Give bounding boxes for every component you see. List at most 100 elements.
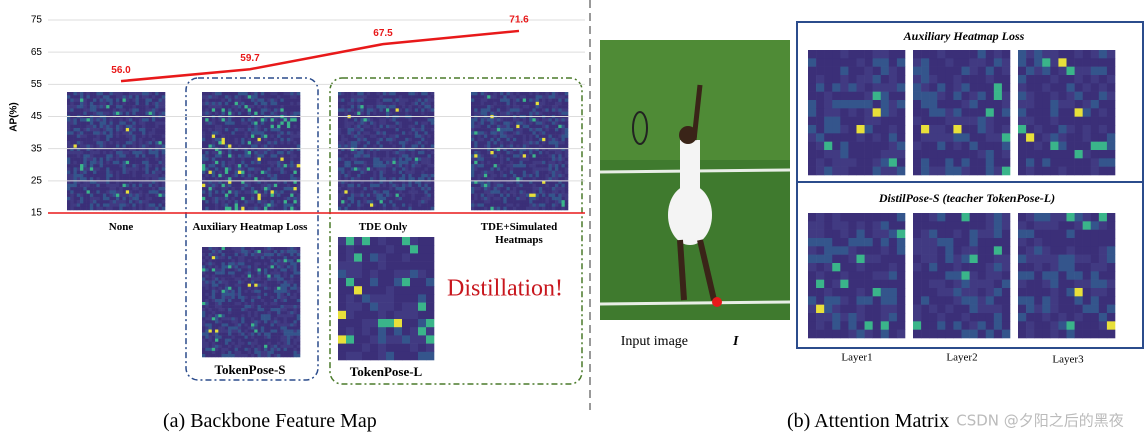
heatmap-cell (202, 105, 206, 109)
heatmap-cell (474, 177, 478, 181)
heatmap-cell (264, 95, 268, 99)
heatmap-cell (86, 131, 91, 135)
heatmap-cell (83, 200, 87, 204)
heatmap-cell (490, 101, 494, 106)
heatmap-cell (158, 203, 163, 208)
heatmap-cell (241, 329, 245, 333)
heatmap-cell (89, 95, 94, 99)
heatmap-cell (490, 147, 494, 152)
heatmap-cell (424, 200, 428, 204)
heatmap-cell (350, 177, 355, 181)
heatmap-cell (211, 338, 216, 343)
heatmap-cell (389, 203, 393, 208)
heatmap-cell (80, 164, 84, 168)
heatmap-cell (218, 95, 222, 99)
heatmap-cell (382, 177, 387, 181)
heatmap-cell (228, 144, 232, 149)
heatmap-cell (430, 147, 435, 152)
heatmap-cell (402, 118, 406, 122)
heatmap-cell (257, 203, 262, 208)
heatmap-cell (506, 108, 511, 112)
heatmap-cell (548, 154, 553, 158)
heatmap-cell (244, 308, 249, 312)
heatmap-cell (430, 137, 435, 142)
heatmap-cell (138, 121, 143, 126)
heatmap-cell (70, 118, 74, 122)
heatmap-cell (129, 196, 133, 201)
heatmap-cell (402, 203, 406, 208)
heatmap-cell (254, 190, 258, 194)
heatmap-cell (260, 111, 265, 116)
heatmap-cell (116, 151, 120, 155)
heatmap-cell (421, 118, 425, 122)
heatmap-cell (532, 193, 536, 198)
heatmap-cell (474, 101, 478, 106)
heatmap-cell (244, 326, 249, 330)
heatmap-cell (244, 302, 249, 306)
heatmap-cell (532, 180, 536, 185)
heatmap-cell (357, 128, 361, 132)
heatmap-cell (221, 206, 226, 211)
heatmap-cell (418, 173, 422, 178)
heatmap-cell (408, 137, 412, 142)
heatmap-cell (211, 320, 216, 324)
heatmap-cell (211, 183, 216, 188)
heatmap-cell (241, 341, 245, 346)
heatmap-cell (228, 320, 232, 324)
heatmap-cell (516, 160, 520, 165)
heatmap-cell (386, 196, 390, 201)
heatmap-cell (430, 193, 435, 198)
heatmap-cell (376, 131, 380, 135)
heatmap-cell (293, 134, 298, 139)
heatmap-cell (506, 141, 511, 145)
heatmap-cell (532, 164, 536, 168)
heatmap-cell (529, 121, 533, 126)
heatmap-cell (293, 131, 298, 135)
heatmap-cell (73, 180, 78, 185)
heatmap-cell (503, 124, 507, 129)
heatmap-cell (357, 101, 361, 106)
heatmap-cell (386, 203, 390, 208)
heatmap-cell (347, 147, 352, 152)
heatmap-cell (116, 173, 120, 178)
heatmap-cell (106, 95, 110, 99)
heatmap-cell (67, 134, 71, 139)
heatmap-cell (277, 187, 281, 191)
heatmap-cell (418, 111, 422, 116)
heatmap-cell (202, 302, 206, 306)
heatmap-cell (215, 253, 219, 257)
heatmap-cell (267, 167, 271, 171)
heatmap-cell (158, 183, 163, 188)
heatmap-cell (344, 196, 348, 201)
heatmap-cell (158, 134, 163, 139)
heatmap-cell (379, 173, 384, 178)
heatmap-cell (480, 160, 485, 165)
heatmap-cell (247, 271, 252, 275)
heatmap-cell (218, 170, 222, 175)
heatmap-cell (132, 95, 136, 99)
heatmap-cell (234, 317, 239, 321)
heatmap-cell (506, 193, 511, 198)
heatmap-cell (106, 147, 110, 152)
heatmap-cell (119, 134, 123, 139)
heatmap-cell (158, 151, 163, 155)
heatmap-cell (522, 105, 527, 109)
heatmap-cell (293, 92, 298, 96)
heatmap-cell (277, 151, 281, 155)
heatmap-cell (532, 167, 536, 171)
heatmap-cell (357, 200, 361, 204)
heatmap-cell (411, 118, 416, 122)
heatmap-cell (205, 329, 209, 333)
heatmap-cell (561, 95, 566, 99)
heatmap-cell (83, 177, 87, 181)
heatmap-cell (370, 144, 374, 149)
heatmap-cell (366, 160, 371, 165)
heatmap-cell (561, 154, 566, 158)
heatmap-cell (471, 92, 475, 96)
heatmap-cell (535, 206, 540, 211)
heatmap-cell (357, 167, 361, 171)
heatmap-cell (414, 108, 419, 112)
heatmap-cell (122, 193, 127, 198)
heatmap-cell (135, 121, 140, 126)
heatmap-cell (500, 164, 504, 168)
